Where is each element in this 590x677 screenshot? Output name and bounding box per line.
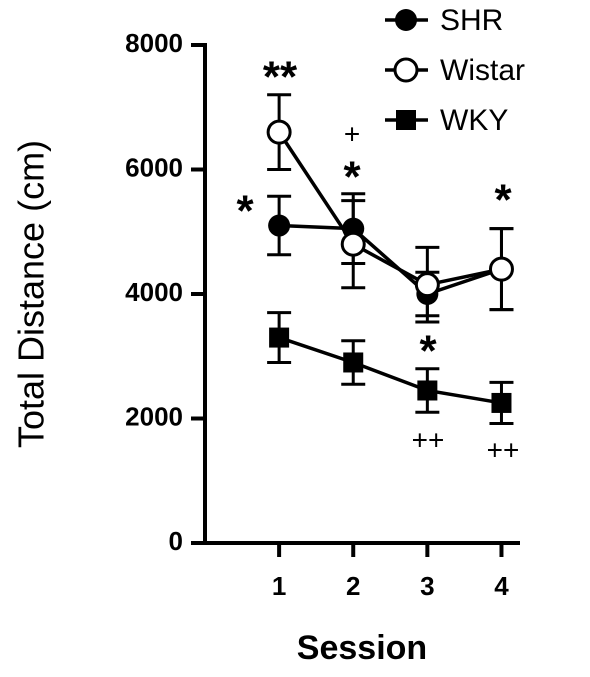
annotation: * — [343, 153, 361, 202]
x-axis-label: Session — [297, 629, 427, 667]
legend-label: SHR — [440, 4, 503, 37]
y-tick-label: 8000 — [125, 28, 183, 58]
x-tick-label: 2 — [346, 571, 360, 601]
annotation: * — [236, 187, 254, 236]
data-point — [491, 392, 512, 413]
data-point — [266, 119, 292, 145]
series-line — [278, 335, 502, 405]
annotation: + — [344, 118, 360, 149]
data-point — [488, 256, 514, 282]
data-point — [268, 214, 291, 237]
data-point — [414, 272, 440, 298]
x-tick-label: 1 — [272, 571, 286, 601]
y-tick-label: 6000 — [125, 152, 183, 182]
legend-marker — [396, 110, 416, 130]
x-tick-label: 4 — [494, 571, 509, 601]
data-point — [269, 327, 290, 348]
series-line — [279, 223, 503, 296]
y-axis-label: Total Distance (cm) — [11, 140, 52, 448]
annotation: ++ — [412, 424, 445, 455]
annotation: * — [419, 327, 437, 376]
data-point — [417, 380, 438, 401]
y-tick-label: 4000 — [125, 277, 183, 307]
y-tick-label: 0 — [169, 526, 183, 556]
legend-marker — [395, 9, 417, 31]
annotation: ++ — [487, 434, 520, 465]
annotation: * — [494, 176, 512, 225]
legend-marker — [393, 57, 419, 83]
y-tick-label: 2000 — [125, 401, 183, 431]
data-point — [343, 352, 364, 373]
annotation: ** — [263, 53, 298, 102]
legend-label: Wistar — [440, 54, 525, 87]
x-tick-label: 3 — [420, 571, 434, 601]
series-line — [277, 131, 502, 287]
data-point — [340, 231, 366, 257]
legend-label: WKY — [440, 104, 508, 137]
